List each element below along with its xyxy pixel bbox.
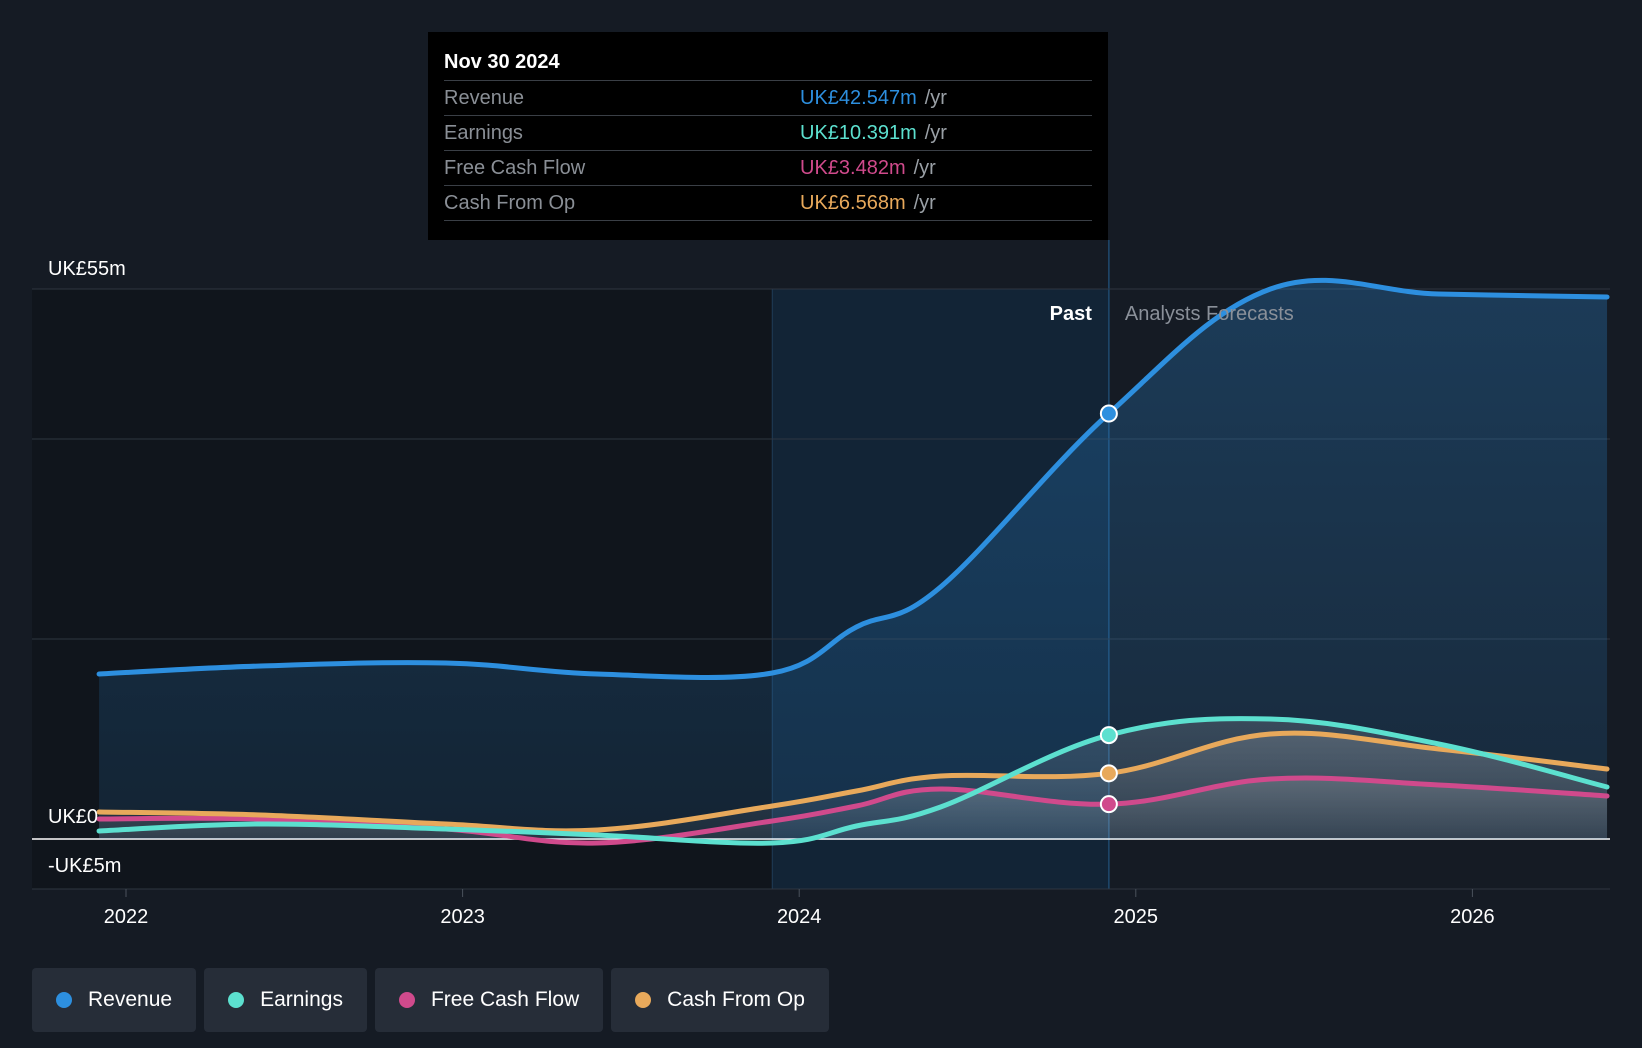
- tooltip-value: UK£10.391m: [800, 121, 917, 144]
- legend-dot-icon: [56, 992, 72, 1008]
- x-tick-label: 2026: [1450, 906, 1495, 928]
- tooltip-row-cash-from-op: Cash From Op UK£6.568m /yr: [444, 185, 1092, 221]
- legend-label: Earnings: [260, 988, 343, 1011]
- marker-cash-from-op: [1099, 764, 1118, 783]
- tooltip: Nov 30 2024 Revenue UK£42.547m /yr Earni…: [428, 32, 1108, 240]
- tooltip-unit: /yr: [913, 191, 936, 214]
- legend-item-free-cash-flow[interactable]: Free Cash Flow: [374, 968, 604, 1032]
- tooltip-date: Nov 30 2024: [444, 51, 560, 73]
- tooltip-label: Cash From Op: [444, 191, 576, 214]
- tooltip-row-revenue: Revenue UK£42.547m /yr: [444, 80, 1092, 115]
- tooltip-row-free-cash-flow: Free Cash Flow UK£3.482m /yr: [444, 150, 1092, 185]
- tooltip-label: Revenue: [444, 86, 525, 109]
- area-cash-from-op: [99, 733, 1608, 839]
- series-line-cash-from-op: [96, 730, 1610, 834]
- series-line-earnings: [96, 716, 1610, 846]
- legend-item-revenue[interactable]: Revenue: [32, 968, 197, 1032]
- x-tick-label: 2025: [1114, 906, 1159, 928]
- tooltip-label: Earnings: [444, 121, 523, 144]
- y-tick-label: UK£0: [48, 806, 98, 828]
- tooltip-unit: /yr: [924, 86, 947, 109]
- legend-label: Revenue: [88, 988, 173, 1011]
- x-tick-label: 2024: [777, 906, 822, 928]
- forecast-label: Analysts Forecasts: [1125, 303, 1294, 325]
- tooltip-unit: /yr: [913, 156, 936, 179]
- chart: UK£55m UK£0 -UK£5m 2022 2023 2024 2025 2026 Past…: [32, 240, 1610, 928]
- legend-dot-icon: [635, 992, 652, 1008]
- tooltip-value: UK£42.547m: [800, 86, 917, 109]
- legend-item-cash-from-op[interactable]: Cash From Op: [611, 968, 829, 1032]
- marker-earnings: [1099, 726, 1118, 745]
- tooltip-label: Free Cash Flow: [444, 156, 586, 179]
- tooltip-value: UK£6.568m: [800, 191, 906, 214]
- marker-revenue: [1099, 404, 1118, 423]
- legend-dot-icon: [228, 992, 245, 1008]
- series-line-revenue: [96, 277, 1610, 681]
- x-tick-label: 2022: [104, 906, 149, 928]
- area-revenue: [99, 280, 1608, 840]
- past-label: Past: [1050, 303, 1093, 325]
- legend-label: Free Cash Flow: [430, 988, 580, 1011]
- legend: Revenue Earnings Free Cash Flow Cash Fro…: [32, 968, 829, 1032]
- tooltip-value: UK£3.482m: [800, 156, 906, 179]
- legend-dot-icon: [398, 992, 415, 1008]
- tooltip-unit: /yr: [924, 121, 947, 144]
- legend-item-earnings[interactable]: Earnings: [204, 968, 367, 1032]
- tooltip-row-earnings: Earnings UK£10.391m /yr: [444, 115, 1092, 150]
- y-tick-label: UK£55m: [48, 258, 126, 280]
- y-tick-label: -UK£5m: [48, 855, 121, 877]
- marker-free-cash-flow: [1099, 795, 1118, 814]
- legend-label: Cash From Op: [667, 988, 805, 1011]
- x-tick-label: 2023: [440, 906, 485, 928]
